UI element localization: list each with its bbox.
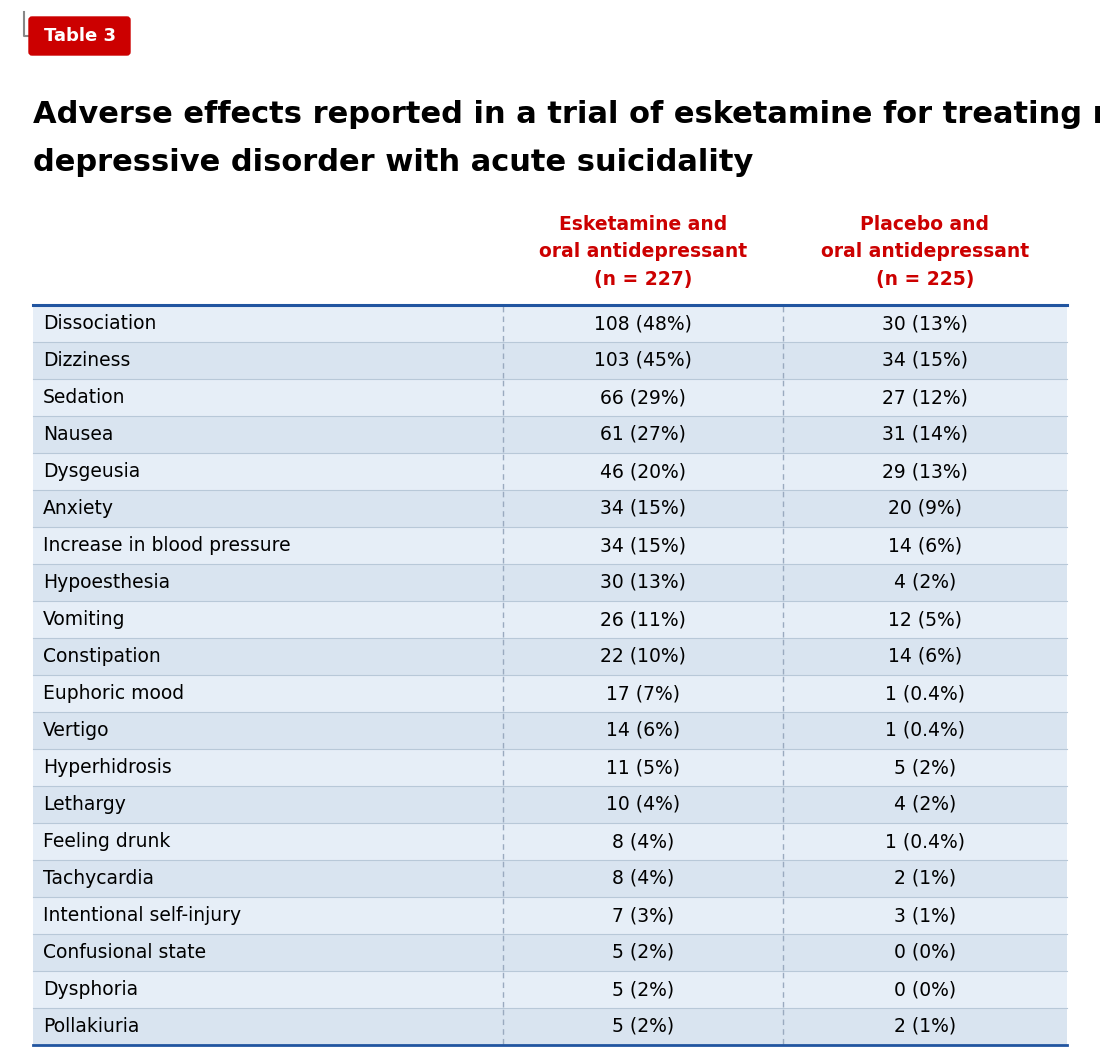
Text: depressive disorder with acute suicidality: depressive disorder with acute suicidali… — [33, 148, 754, 177]
Text: 14 (6%): 14 (6%) — [888, 536, 961, 555]
Bar — [33, 712, 1067, 749]
Text: 8 (4%): 8 (4%) — [612, 869, 674, 888]
Text: 5 (2%): 5 (2%) — [612, 943, 674, 962]
Text: 17 (7%): 17 (7%) — [606, 684, 680, 703]
Text: Euphoric mood: Euphoric mood — [43, 684, 184, 703]
Text: 4 (2%): 4 (2%) — [893, 573, 956, 592]
Bar — [33, 564, 1067, 601]
Bar — [33, 528, 1067, 564]
Text: 2 (1%): 2 (1%) — [894, 869, 956, 888]
Text: 20 (9%): 20 (9%) — [888, 499, 961, 518]
Bar — [33, 897, 1067, 934]
Text: Dizziness: Dizziness — [43, 351, 131, 370]
Text: 1 (0.4%): 1 (0.4%) — [884, 684, 965, 703]
Bar — [33, 490, 1067, 528]
Text: 14 (6%): 14 (6%) — [606, 721, 680, 740]
Text: 22 (10%): 22 (10%) — [601, 647, 686, 666]
Text: Nausea: Nausea — [43, 425, 113, 444]
Text: Sedation: Sedation — [43, 388, 125, 407]
Text: 34 (15%): 34 (15%) — [601, 499, 686, 518]
Text: 0 (0%): 0 (0%) — [894, 980, 956, 999]
Text: 29 (13%): 29 (13%) — [882, 462, 968, 481]
Bar — [33, 971, 1067, 1008]
Bar — [33, 601, 1067, 638]
Text: Table 3: Table 3 — [44, 27, 116, 45]
Text: 14 (6%): 14 (6%) — [888, 647, 961, 666]
Text: Esketamine and
oral antidepressant
(n = 227): Esketamine and oral antidepressant (n = … — [539, 215, 747, 288]
Text: Lethargy: Lethargy — [43, 795, 125, 814]
Text: 1 (0.4%): 1 (0.4%) — [884, 832, 965, 851]
Text: 3 (1%): 3 (1%) — [894, 906, 956, 925]
Bar — [33, 934, 1067, 971]
Text: 31 (14%): 31 (14%) — [882, 425, 968, 444]
Text: Dysgeusia: Dysgeusia — [43, 462, 141, 481]
Bar — [33, 823, 1067, 860]
Text: Hypoesthesia: Hypoesthesia — [43, 573, 170, 592]
Text: Adverse effects reported in a trial of esketamine for treating major: Adverse effects reported in a trial of e… — [33, 100, 1100, 129]
Text: Placebo and
oral antidepressant
(n = 225): Placebo and oral antidepressant (n = 225… — [821, 215, 1028, 288]
Bar — [33, 453, 1067, 490]
Text: 46 (20%): 46 (20%) — [601, 462, 686, 481]
Bar — [33, 638, 1067, 675]
Text: 4 (2%): 4 (2%) — [893, 795, 956, 814]
Text: 34 (15%): 34 (15%) — [882, 351, 968, 370]
Text: 2 (1%): 2 (1%) — [894, 1017, 956, 1036]
Text: 11 (5%): 11 (5%) — [606, 757, 680, 776]
Bar — [33, 379, 1067, 416]
Text: 5 (2%): 5 (2%) — [894, 757, 956, 776]
Bar — [33, 749, 1067, 786]
Text: 0 (0%): 0 (0%) — [894, 943, 956, 962]
Text: Constipation: Constipation — [43, 647, 161, 666]
Text: 12 (5%): 12 (5%) — [888, 610, 961, 629]
Text: 108 (48%): 108 (48%) — [594, 314, 692, 333]
Text: 5 (2%): 5 (2%) — [612, 1017, 674, 1036]
Text: 61 (27%): 61 (27%) — [601, 425, 686, 444]
Text: Intentional self-injury: Intentional self-injury — [43, 906, 241, 925]
Text: 66 (29%): 66 (29%) — [601, 388, 686, 407]
Text: Vertigo: Vertigo — [43, 721, 110, 740]
Bar — [33, 342, 1067, 379]
Text: Dysphoria: Dysphoria — [43, 980, 139, 999]
Text: Anxiety: Anxiety — [43, 499, 114, 518]
Text: Vomiting: Vomiting — [43, 610, 125, 629]
Text: 8 (4%): 8 (4%) — [612, 832, 674, 851]
Bar — [33, 786, 1067, 823]
Text: Hyperhidrosis: Hyperhidrosis — [43, 757, 172, 776]
Bar — [33, 416, 1067, 453]
Text: Feeling drunk: Feeling drunk — [43, 832, 170, 851]
Text: 1 (0.4%): 1 (0.4%) — [884, 721, 965, 740]
Text: Confusional state: Confusional state — [43, 943, 206, 962]
Bar — [33, 305, 1067, 342]
Bar — [33, 860, 1067, 897]
Text: 34 (15%): 34 (15%) — [601, 536, 686, 555]
Text: Dissociation: Dissociation — [43, 314, 156, 333]
Text: 30 (13%): 30 (13%) — [601, 573, 686, 592]
Text: 103 (45%): 103 (45%) — [594, 351, 692, 370]
Text: 27 (12%): 27 (12%) — [882, 388, 968, 407]
Text: 30 (13%): 30 (13%) — [882, 314, 968, 333]
Text: Increase in blood pressure: Increase in blood pressure — [43, 536, 290, 555]
Text: Tachycardia: Tachycardia — [43, 869, 154, 888]
FancyBboxPatch shape — [29, 17, 130, 55]
Text: 10 (4%): 10 (4%) — [606, 795, 680, 814]
Text: 7 (3%): 7 (3%) — [612, 906, 674, 925]
Text: 5 (2%): 5 (2%) — [612, 980, 674, 999]
Bar — [33, 1008, 1067, 1046]
Text: Pollakiuria: Pollakiuria — [43, 1017, 140, 1036]
Bar — [33, 675, 1067, 712]
Text: 26 (11%): 26 (11%) — [601, 610, 686, 629]
